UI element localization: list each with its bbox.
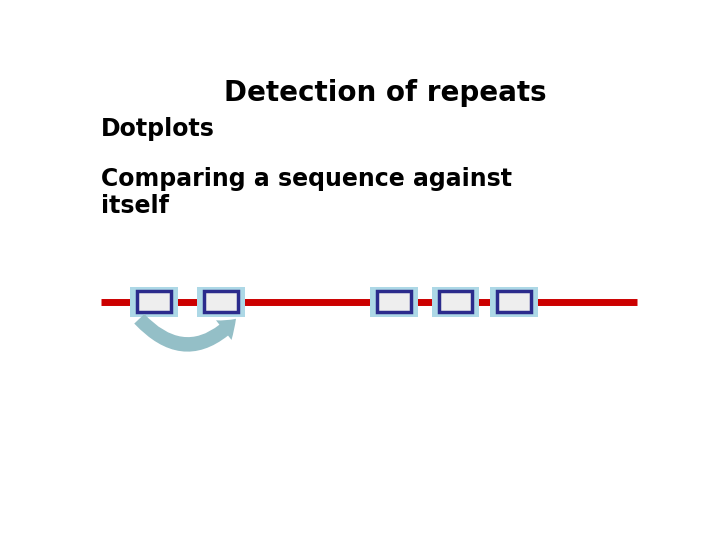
Bar xyxy=(370,287,418,317)
Bar xyxy=(138,292,171,312)
Bar xyxy=(130,287,178,317)
Bar xyxy=(197,287,245,317)
Text: Comparing a sequence against
itself: Comparing a sequence against itself xyxy=(101,167,512,219)
Text: Dotplots: Dotplots xyxy=(101,117,215,141)
Bar xyxy=(204,292,238,312)
Bar xyxy=(432,287,480,317)
Bar xyxy=(377,292,411,312)
FancyArrowPatch shape xyxy=(134,314,236,352)
Bar xyxy=(438,292,472,312)
Bar xyxy=(498,292,531,312)
Bar xyxy=(490,287,538,317)
Text: Detection of repeats: Detection of repeats xyxy=(225,79,547,107)
